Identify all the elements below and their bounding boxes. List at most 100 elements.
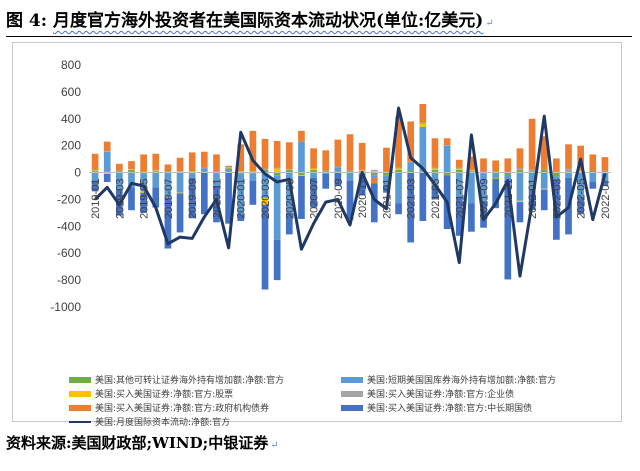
bar-segment-s0-2021-03 xyxy=(407,170,415,173)
bar-segment-s1-2021-08 xyxy=(468,172,475,204)
legend-label: 美国:其他可转让证券海外持有增加额:净额:官方 xyxy=(95,376,285,386)
bar-segment-s0-2022-07 xyxy=(601,171,609,173)
bar-segment-s4-2021-03 xyxy=(407,121,415,162)
x-tick-label: 2020-09 xyxy=(333,179,345,219)
bar-segment-s0-2020-10 xyxy=(346,171,354,173)
bar-segment-s2-2020-11 xyxy=(358,170,366,172)
net-flow-point-2019-09 xyxy=(191,237,193,240)
legend-item: 美国:月度国际资本流动:净额:官方 xyxy=(69,415,230,428)
bar-segment-s0-2019-06 xyxy=(152,171,160,173)
bar-segment-s1-2020-12 xyxy=(370,175,378,178)
legend-item: 美国:短期美国国库券海外持有增加额:净额:官方 xyxy=(341,373,556,386)
bar-segment-s3-2019-01 xyxy=(91,169,99,171)
bar-segment-s1-2020-06 xyxy=(298,141,305,173)
bar-segment-s5-2021-03 xyxy=(407,172,415,243)
bar-segment-s0-2021-07 xyxy=(455,169,463,173)
x-tick-label: 2021-07 xyxy=(454,179,466,219)
y-tick-label: -200 xyxy=(57,192,81,206)
bar-segment-s5-2021-02 xyxy=(395,203,402,215)
bar-segment-s0-2022-06 xyxy=(589,170,597,173)
bar-segment-s2-2019-01 xyxy=(91,170,99,172)
bar-segment-s3-2022-01 xyxy=(528,169,536,172)
net-flow-point-2021-02 xyxy=(397,107,400,109)
bar-segment-s1-2022-04 xyxy=(565,172,572,178)
bar-segment-s4-2020-01 xyxy=(237,144,245,172)
legend-label: 美国:买入美国证券:净额:官方:企业债 xyxy=(367,390,515,400)
bar-segment-s2-2019-08 xyxy=(176,192,184,194)
bar-segment-s5-2021-12 xyxy=(516,202,524,223)
net-flow-point-2022-07 xyxy=(604,173,606,175)
bar-segment-s3-2020-09 xyxy=(334,166,342,168)
bar-segment-s1-2020-08 xyxy=(322,172,330,174)
bar-segment-s4-2020-06 xyxy=(298,130,305,142)
bar-segment-s3-2021-12 xyxy=(516,168,524,170)
bar-segment-s1-2019-02 xyxy=(103,151,111,172)
bar-segment-s3-2019-09 xyxy=(188,171,196,172)
bar-segment-s1-2020-05 xyxy=(285,172,293,213)
legend-swatch xyxy=(341,404,363,411)
bar-segment-s3-2021-04 xyxy=(419,122,427,125)
bar-segment-s4-2019-01 xyxy=(91,153,99,170)
net-flow-point-2022-04 xyxy=(567,206,570,209)
bar-segment-s5-2019-08 xyxy=(176,193,184,233)
bar-segment-s1-2020-07 xyxy=(310,172,317,178)
bar-segment-s0-2020-02 xyxy=(249,172,257,174)
bar-segment-s4-2019-02 xyxy=(103,141,111,152)
bar-segment-s2-2021-07 xyxy=(455,168,463,170)
net-flow-point-2020-12 xyxy=(373,198,376,201)
figure-title-text: 月度官方海外投资者在美国际资本流动状况(单位:亿美元) xyxy=(52,11,484,31)
bar-segment-s5-2019-02 xyxy=(103,173,111,182)
bar-segment-s2-2020-04 xyxy=(273,168,281,173)
bar-segment-s0-2021-09 xyxy=(480,172,487,174)
bar-segment-s1-2019-07 xyxy=(164,172,172,197)
bar-segment-s4-2019-09 xyxy=(188,152,196,172)
bar-segment-s5-2019-12 xyxy=(225,172,232,224)
x-tick-label: 2020-03 xyxy=(260,179,272,219)
bar-segment-s5-2020-09 xyxy=(334,172,342,186)
net-flow-point-2020-10 xyxy=(349,224,351,226)
bar-segment-s3-2022-04 xyxy=(565,168,572,172)
title-rule xyxy=(6,36,632,37)
net-flow-point-2019-11 xyxy=(215,198,218,201)
bar-segment-s4-2021-04 xyxy=(419,103,427,123)
bar-segment-s0-2019-11 xyxy=(213,172,220,174)
net-flow-point-2019-04 xyxy=(130,182,133,185)
x-tick-label: 2021-03 xyxy=(406,179,418,219)
bar-segment-s1-2021-04 xyxy=(419,126,427,172)
bar-segment-s5-2020-08 xyxy=(322,173,330,189)
net-flow-point-2019-10 xyxy=(203,216,206,218)
bar-segment-s4-2021-02 xyxy=(395,116,402,168)
bar-segment-s0-2022-04 xyxy=(565,171,572,173)
y-tick-label: -800 xyxy=(57,273,81,287)
legend-label: 美国:短期美国国库券海外持有增加额:净额:官方 xyxy=(367,376,557,386)
y-tick-label: 600 xyxy=(61,85,81,99)
bar-segment-s3-2019-10 xyxy=(200,167,208,169)
figure-label: 图 4: xyxy=(6,11,48,31)
legend-swatch xyxy=(69,390,91,397)
source-note: 资料来源:美国财政部;WIND;中银证券 ↵ xyxy=(6,434,279,452)
bar-segment-s0-2021-02 xyxy=(395,169,402,173)
bar-segment-s1-2021-09 xyxy=(480,173,487,201)
bar-segment-s5-2020-06 xyxy=(298,175,305,219)
bar-segment-s3-2019-06 xyxy=(152,169,160,171)
net-flow-point-2022-05 xyxy=(579,158,582,160)
bar-segment-s1-2020-01 xyxy=(237,173,245,215)
net-flow-point-2020-03 xyxy=(264,173,266,175)
bar-segment-s0-2019-12 xyxy=(225,171,232,173)
net-flow-point-2019-02 xyxy=(106,186,109,189)
net-flow-point-2021-08 xyxy=(470,134,473,136)
bar-segment-s3-2019-03 xyxy=(116,170,123,172)
bar-segment-s4-2020-10 xyxy=(346,134,354,171)
legend-swatch xyxy=(341,376,363,383)
net-flow-point-2021-12 xyxy=(519,275,521,277)
bar-segment-s3-2022-07 xyxy=(601,170,609,172)
bar-segment-s1-2021-05 xyxy=(431,172,439,186)
legend-swatch xyxy=(69,420,91,423)
bar-segment-s5-2019-04 xyxy=(128,187,135,211)
x-tick-label: 2019-05 xyxy=(139,179,151,219)
bar-segment-s1-2019-04 xyxy=(128,172,135,188)
x-tick-label: 2019-03 xyxy=(114,179,126,219)
net-flow-point-2020-01 xyxy=(239,131,242,134)
bar-segment-s4-2019-10 xyxy=(200,151,208,168)
net-flow-point-2021-06 xyxy=(446,201,448,203)
